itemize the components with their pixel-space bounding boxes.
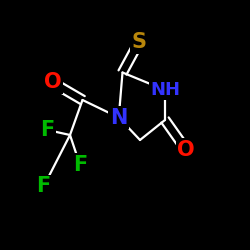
Text: NH: NH [150,81,180,99]
Text: N: N [110,108,128,128]
Text: O: O [178,140,195,160]
Text: F: F [73,155,87,175]
Text: O: O [44,72,61,92]
Text: F: F [40,120,54,140]
Text: F: F [36,176,51,196]
Text: S: S [131,32,146,52]
